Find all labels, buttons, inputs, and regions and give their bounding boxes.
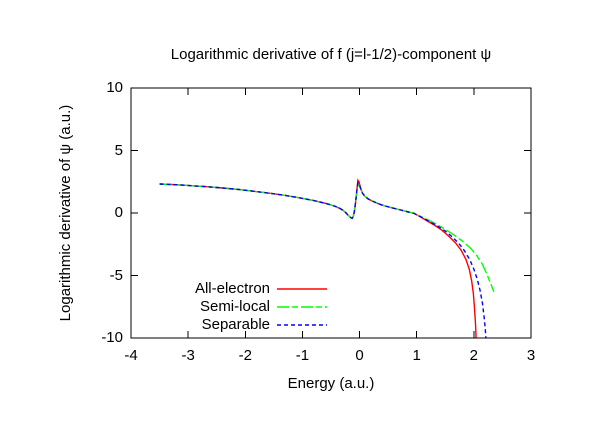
y-tick-label: 0 [114, 204, 123, 221]
chart-title: Logarithmic derivative of f (j=l-1/2)-co… [170, 46, 492, 63]
y-tick-label: 10 [106, 79, 123, 96]
legend-label: Semi-local [199, 298, 270, 315]
x-tick-label: -2 [238, 347, 252, 364]
curve-semi-local [159, 182, 495, 293]
curve-separable [159, 181, 487, 339]
y-tick-label: -5 [109, 266, 123, 284]
x-tick-label: -3 [181, 347, 195, 364]
x-tick-label: 0 [355, 347, 364, 364]
x-tick-label: 2 [469, 347, 479, 364]
legend-line-sample [277, 324, 327, 326]
legend: All-electron Semi-local Separable [150, 280, 327, 334]
x-tick-label: -4 [124, 347, 138, 364]
legend-line-sample [277, 306, 327, 308]
plot-border [130, 87, 532, 339]
x-tick-label: -1 [295, 347, 310, 364]
legend-row: All-electron [150, 280, 327, 298]
legend-label: All-electron [194, 280, 270, 297]
x-tick-label: 1 [412, 347, 421, 364]
legend-label: Separable [201, 316, 270, 333]
legend-row: Semi-local [150, 298, 327, 316]
x-tick-label: 3 [526, 347, 536, 364]
legend-line-sample [277, 288, 327, 290]
y-tick-label: -10 [101, 329, 123, 346]
legend-row: Separable [150, 316, 327, 334]
x-axis-label: Energy (a.u.) [287, 375, 375, 392]
y-tick-label: 5 [114, 141, 123, 159]
